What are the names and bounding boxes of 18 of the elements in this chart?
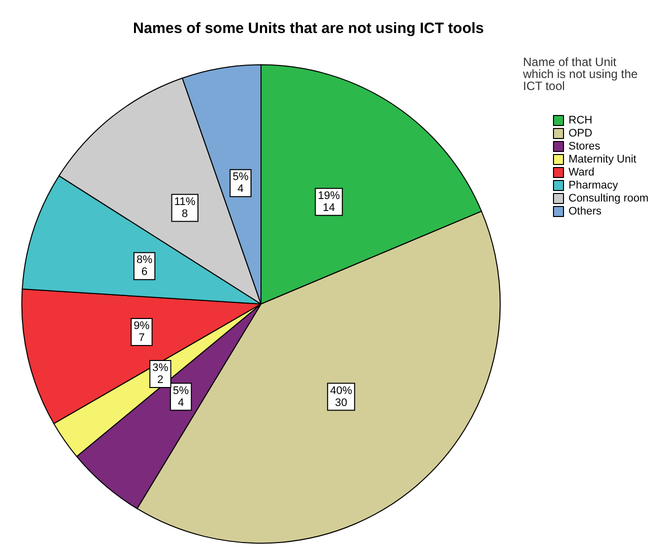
legend-label: Pharmacy (568, 180, 619, 192)
legend-title: Name of that Unit which is not using the ICT tool (522, 55, 642, 93)
legend-label: Maternity Unit (568, 154, 636, 166)
legend-label: OPD (568, 128, 592, 140)
data-label: 3% 2 (152, 362, 168, 386)
chart-title: Names of some Units that are not using ICT tools (133, 20, 484, 37)
data-label: 40% 30 (330, 384, 352, 409)
legend-label: Stores (568, 140, 601, 152)
data-label: 5% 4 (172, 384, 190, 409)
data-label: 19% 14 (318, 190, 340, 214)
data-label: 11% 8 (174, 196, 196, 220)
data-label: 9% 7 (134, 320, 150, 344)
legend-label: Others (568, 206, 602, 218)
data-label: 5% 4 (232, 171, 249, 196)
legend-label: Consulting room (568, 192, 649, 204)
legend-label: Ward (568, 166, 594, 178)
data-label: 8% 6 (136, 254, 153, 278)
legend-label: RCH (568, 114, 592, 126)
